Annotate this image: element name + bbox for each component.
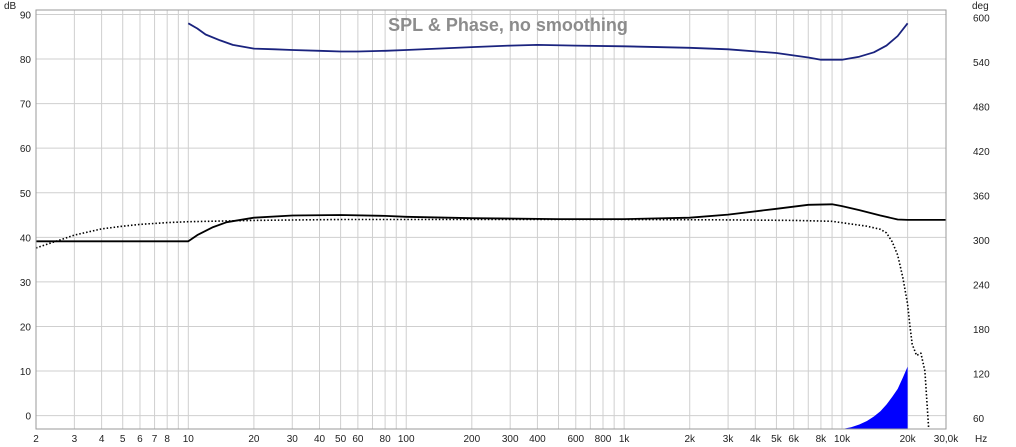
left-tick-label: 80: [20, 55, 32, 66]
x-tick-label: 8: [164, 434, 170, 445]
x-tick-label: 10: [183, 434, 195, 445]
right-tick-label: 60: [973, 414, 985, 425]
left-tick-label: 70: [20, 100, 32, 111]
right-tick-label: 480: [973, 102, 990, 113]
x-tick-label: 40: [314, 434, 326, 445]
left-tick-label: 90: [20, 10, 32, 21]
x-tick-label: 5k: [771, 434, 783, 445]
plot-frame: [35, 9, 947, 430]
series-layer: [35, 22, 946, 430]
x-tick-label: 600: [567, 434, 584, 445]
x-tick-label: 80: [380, 434, 392, 445]
series-2-line: [35, 218, 930, 430]
series-3-area: [842, 366, 908, 429]
x-tick-label: 10k: [834, 434, 851, 445]
x-tick-label: 1k: [619, 434, 631, 445]
x-tick-label: 5: [120, 434, 126, 445]
left-tick-label: 20: [20, 322, 32, 333]
x-tick-label: 20: [248, 434, 260, 445]
left-tick-label: 30: [20, 278, 32, 289]
left-tick-label: 40: [20, 233, 32, 244]
x-tick-label: 400: [529, 434, 546, 445]
right-tick-label: 240: [973, 280, 990, 291]
left-tick-label: 10: [20, 367, 32, 378]
x-tick-label: 7: [152, 434, 158, 445]
x-tick-label: 100: [398, 434, 415, 445]
x-tick-label: 300: [502, 434, 519, 445]
x-tick-label: 800: [595, 434, 612, 445]
x-tick-label: 4: [99, 434, 105, 445]
right-tick-label: 180: [973, 325, 990, 336]
x-tick-label: 6: [137, 434, 143, 445]
x-tick-label: 50: [335, 434, 347, 445]
left-tick-label: 60: [20, 144, 32, 155]
x-tick-label: 2k: [684, 434, 696, 445]
x-tick-label: 3k: [723, 434, 735, 445]
right-tick-label: 300: [973, 236, 990, 247]
x-tick-label: 4k: [750, 434, 762, 445]
left-tick-label: 0: [25, 412, 31, 423]
axis-labels: 0102030405060708090601201802403003604204…: [20, 10, 990, 445]
right-tick-label: 120: [973, 369, 990, 380]
x-tick-label: 3: [72, 434, 78, 445]
x-tick-label: 30: [287, 434, 299, 445]
x-tick-label: 200: [463, 434, 480, 445]
series-0-line: [187, 22, 909, 61]
x-tick-label: 8k: [816, 434, 828, 445]
x-tick-label: 20k: [900, 434, 917, 445]
x-tick-label: 6k: [788, 434, 800, 445]
right-tick-label: 360: [973, 191, 990, 202]
right-unit-label: deg: [972, 1, 989, 12]
x-tick-label: 30,0k: [934, 434, 959, 445]
right-tick-label: 420: [973, 147, 990, 158]
x-tick-label: 2: [33, 434, 39, 445]
right-tick-label: 600: [973, 13, 990, 24]
left-unit-label: dB: [4, 1, 17, 12]
right-tick-label: 540: [973, 58, 990, 69]
x-tick-label: 60: [352, 434, 364, 445]
series-1-line: [36, 203, 946, 243]
x-unit-label: Hz: [975, 434, 987, 445]
chart-title: SPL & Phase, no smoothing: [388, 15, 628, 35]
left-tick-label: 50: [20, 189, 32, 200]
